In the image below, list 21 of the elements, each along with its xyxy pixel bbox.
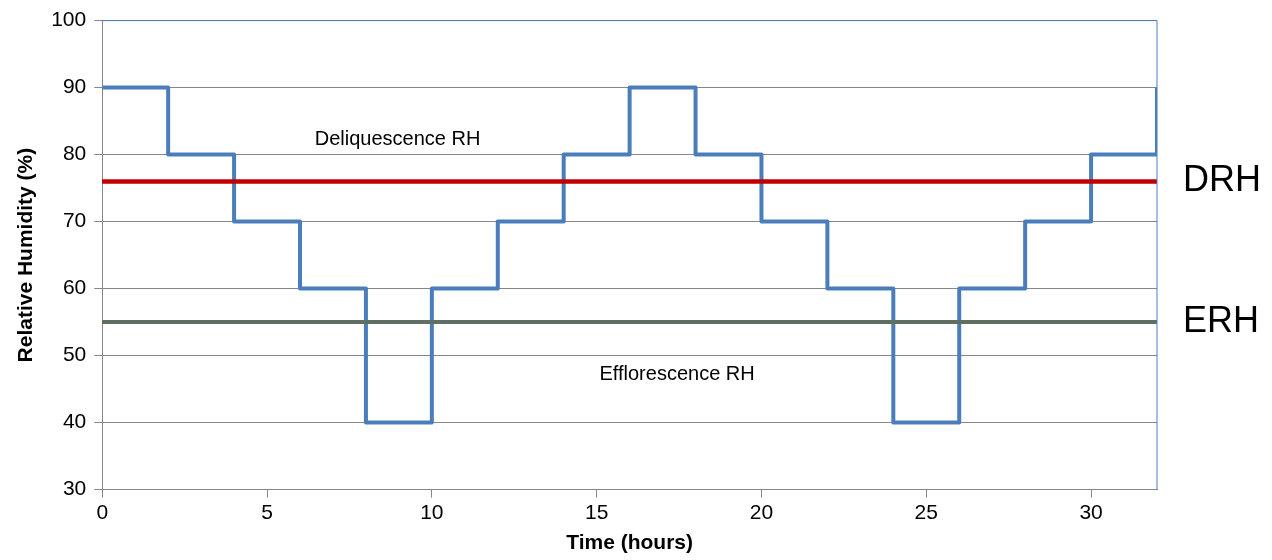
y-axis-title: Relative Humidity (%) xyxy=(13,147,37,363)
ref-line-label: ERH xyxy=(1183,299,1260,341)
annotation: Efflorescence RH xyxy=(599,361,755,384)
y-tick-label: 80 xyxy=(62,141,87,165)
y-tick-label: 50 xyxy=(62,342,87,366)
ref-line-label: DRH xyxy=(1183,158,1261,200)
y-tick-label: 30 xyxy=(62,476,87,500)
x-tick-label: 20 xyxy=(749,500,774,523)
annotation: Deliquescence RH xyxy=(314,126,481,149)
x-axis-title: Time (hours) xyxy=(566,530,694,554)
y-tick-label: 60 xyxy=(62,275,87,299)
y-tick-label: 90 xyxy=(62,74,87,98)
x-tick-label: 15 xyxy=(584,500,609,523)
x-tick-label: 30 xyxy=(1079,500,1103,523)
x-tick-label: 10 xyxy=(420,500,444,523)
x-tick-label: 25 xyxy=(914,500,938,523)
y-tick-label: 40 xyxy=(62,409,87,433)
y-tick-label: 100 xyxy=(51,7,87,31)
y-tick-label: 70 xyxy=(62,208,87,232)
x-tick-label: 0 xyxy=(96,500,109,523)
x-tick-label: 5 xyxy=(261,500,273,523)
